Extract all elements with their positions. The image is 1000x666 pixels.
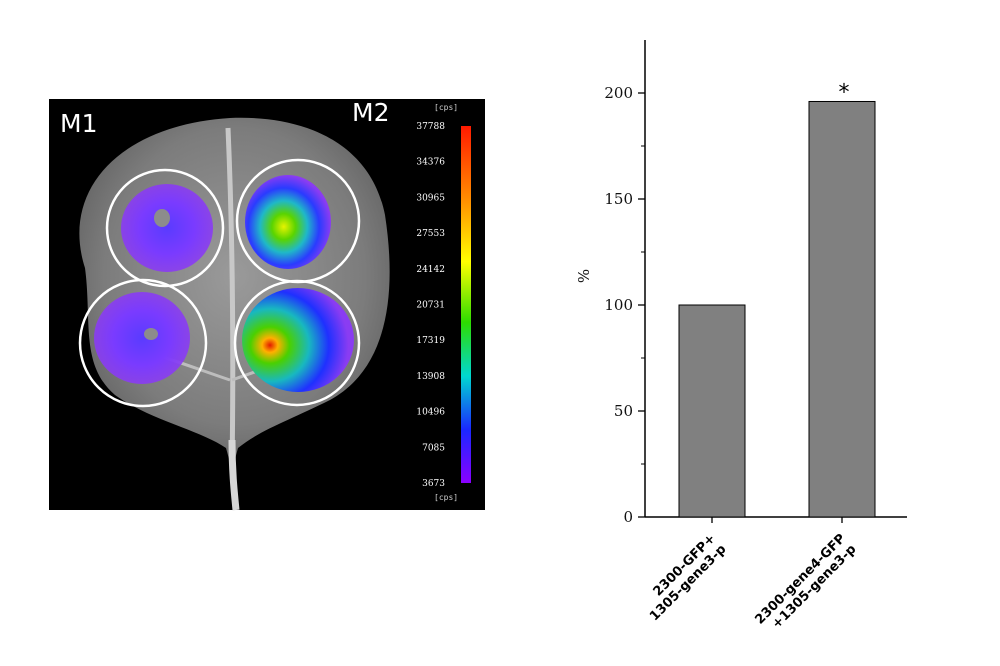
colorbar-tick-label: 7085 [422,443,445,453]
infiltration-circle-top-left [105,168,225,288]
colorbar-unit-bottom: [cps] [434,493,458,502]
colorbar-tick-label: 20731 [416,301,445,311]
colorbar-tick-label: 24142 [416,265,445,275]
colorbar-tick-label: 3673 [422,479,445,489]
x-category-label: 2300-gene4-GFP+1305-gene3-p [752,531,859,638]
colorbar-gradient [461,126,471,483]
significance-marker: * [839,80,850,105]
y-tick-label: 200 [604,84,633,102]
colorbar-tick-label: 37788 [416,122,445,132]
leaf-stem [228,439,240,511]
y-tick-label: 50 [614,402,633,420]
bar [678,304,746,518]
colorbar-tick-label: 10496 [416,408,445,418]
colorbar-tick-label: 30965 [416,193,445,203]
signal-spot-top-left [121,184,213,272]
colorbar-tick-label: 17319 [416,336,445,346]
bioluminescence-image-panel: M1 M2 [cps] [cps] 37788 34376 30965 27553 2414… [49,98,485,511]
bar [808,100,876,518]
infiltration-circle-bottom-right [233,279,361,407]
signal-spot-top-right [245,175,331,269]
colorbar: [cps] [cps] 37788 34376 30965 27553 24142 20731… [416,103,471,502]
colorbar-tick-label: 27553 [416,229,445,239]
y-axis-label: % [575,269,593,283]
signal-spot-bottom-left [94,292,190,384]
colorbar-tick-label: 13908 [416,372,445,382]
panel-label-m2: M2 [352,98,389,127]
y-tick-label: 100 [604,296,633,314]
leaf-midrib [225,127,236,471]
infiltration-circle-bottom-left [78,278,208,408]
x-category-label: 2300-GFP+1305-gene3-p [636,531,729,624]
signal-spot-bottom-right [242,288,354,392]
signal-spot-top-left-hole [154,209,170,227]
y-tick-label: 150 [604,190,633,208]
colorbar-tick-label: 34376 [416,158,445,168]
signal-spot-bottom-left-hole [144,328,158,340]
y-tick-label: 0 [623,508,633,526]
colorbar-unit-top: [cps] [434,103,458,112]
bar-chart: 0 50 100 150 200% 2300-GFP+1305-gene3-p 2300-g… [575,40,907,638]
panel-label-m1: M1 [60,109,97,138]
